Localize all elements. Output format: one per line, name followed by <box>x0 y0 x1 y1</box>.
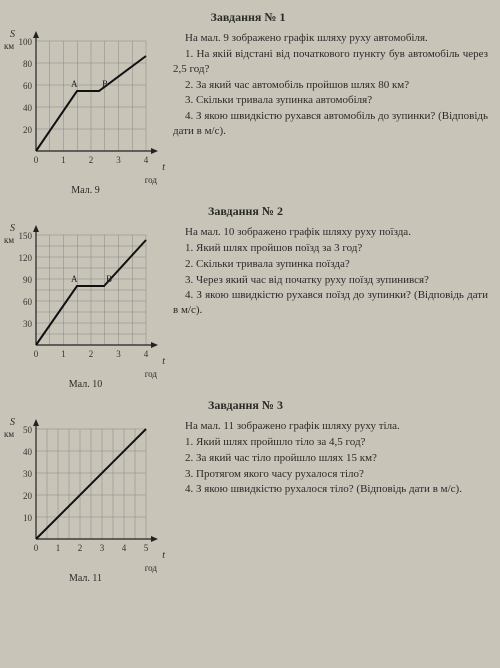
x-label-unit-2: год <box>145 369 157 379</box>
chart1-caption: Мал. 9 <box>8 185 163 196</box>
svg-text:0: 0 <box>34 543 39 553</box>
point-a-label-2: A <box>71 274 78 284</box>
chart2-svg: A B 30 60 90 120 150 0 1 2 3 4 <box>8 225 163 375</box>
svg-text:60: 60 <box>23 297 33 307</box>
point-a-label: A <box>71 79 78 89</box>
svg-text:80: 80 <box>23 59 33 69</box>
task2-title: Завдання № 2 <box>208 204 488 219</box>
chart3-svg: 10 20 30 40 50 0 1 2 3 4 5 <box>8 419 163 569</box>
svg-text:20: 20 <box>23 125 33 135</box>
task1-q2: 2. За який час автомобіль пройшов шлях 8… <box>173 78 488 93</box>
x-label-t-2: t <box>162 356 165 367</box>
svg-text:4: 4 <box>144 349 149 359</box>
y-label-unit: км <box>4 41 14 51</box>
task3-q4: 4. З якою швидкістю рухалося тіло? (Відп… <box>173 482 488 497</box>
svg-text:40: 40 <box>23 447 33 457</box>
task3-q1: 1. Який шлях пройшло тіло за 4,5 год? <box>173 435 488 450</box>
task3-intro: На мал. 11 зображено графік шляху руху т… <box>173 419 488 434</box>
point-b-label: B <box>102 79 108 89</box>
svg-text:3: 3 <box>116 155 121 165</box>
x-label-unit: год <box>145 175 157 185</box>
task2-intro: На мал. 10 зображено графік шляху руху п… <box>173 225 488 240</box>
task1-title: Завдання № 1 <box>8 10 488 25</box>
y-label-unit-2: км <box>4 235 14 245</box>
task1-intro: На мал. 9 зображено графік шляху руху ав… <box>173 31 488 46</box>
chart1-svg: A B 20 40 60 80 100 0 1 2 3 4 <box>8 31 163 181</box>
svg-text:1: 1 <box>56 543 61 553</box>
svg-text:100: 100 <box>19 37 33 47</box>
task1-q4: 4. З якою швидкістю рухався автомобіль д… <box>173 109 488 139</box>
chart-3: S км 1020304050 012345 <box>8 419 163 569</box>
svg-text:2: 2 <box>78 543 83 553</box>
svg-text:40: 40 <box>23 103 33 113</box>
y-label-s-2: S <box>10 223 15 234</box>
x-label-unit-3: год <box>145 563 157 573</box>
svg-text:50: 50 <box>23 425 33 435</box>
svg-text:90: 90 <box>23 275 33 285</box>
svg-text:4: 4 <box>122 543 127 553</box>
task2-row: S км A B 30 <box>8 225 488 390</box>
chart-2: S км A B 30 <box>8 225 163 375</box>
task3-q3: 3. Протягом якого часу рухалося тіло? <box>173 467 488 482</box>
task1-q1: 1. На якій відстані від початкового пунк… <box>173 47 488 77</box>
y-label-s: S <box>10 29 15 40</box>
point-b-label-2: B <box>106 274 112 284</box>
svg-text:150: 150 <box>19 231 33 241</box>
svg-text:1: 1 <box>61 155 66 165</box>
task2-q3: 3. Через який час від початку руху поїзд… <box>173 273 488 288</box>
svg-text:3: 3 <box>100 543 105 553</box>
y-label-unit-3: км <box>4 429 14 439</box>
task3-q2: 2. За який час тіло пройшло шлях 15 км? <box>173 451 488 466</box>
task1-q3: 3. Скільки тривала зупинка автомобіля? <box>173 93 488 108</box>
task2-q2: 2. Скільки тривала зупинка поїзда? <box>173 257 488 272</box>
chart3-caption: Мал. 11 <box>8 573 163 584</box>
task2-q1: 1. Який шлях пройшов поїзд за 3 год? <box>173 241 488 256</box>
svg-text:30: 30 <box>23 319 33 329</box>
svg-text:2: 2 <box>89 155 94 165</box>
svg-text:2: 2 <box>89 349 94 359</box>
task2-q4: 4. З якою швидкістю рухався поїзд до зуп… <box>173 288 488 318</box>
chart2-caption: Мал. 10 <box>8 379 163 390</box>
svg-text:4: 4 <box>144 155 149 165</box>
svg-text:120: 120 <box>19 253 33 263</box>
svg-text:3: 3 <box>116 349 121 359</box>
x-label-t: t <box>162 162 165 173</box>
svg-text:60: 60 <box>23 81 33 91</box>
task3-title: Завдання № 3 <box>208 398 488 413</box>
svg-text:0: 0 <box>34 155 39 165</box>
svg-text:30: 30 <box>23 469 33 479</box>
svg-text:10: 10 <box>23 513 33 523</box>
y-label-s-3: S <box>10 417 15 428</box>
x-label-t-3: t <box>162 550 165 561</box>
svg-text:5: 5 <box>144 543 149 553</box>
svg-text:1: 1 <box>61 349 66 359</box>
chart-1: S км A B 20406080100 <box>8 31 163 181</box>
task1-row: S км A B 20406080100 <box>8 31 488 196</box>
task3-row: S км 1020304050 012345 <box>8 419 488 584</box>
svg-text:0: 0 <box>34 349 39 359</box>
svg-text:20: 20 <box>23 491 33 501</box>
